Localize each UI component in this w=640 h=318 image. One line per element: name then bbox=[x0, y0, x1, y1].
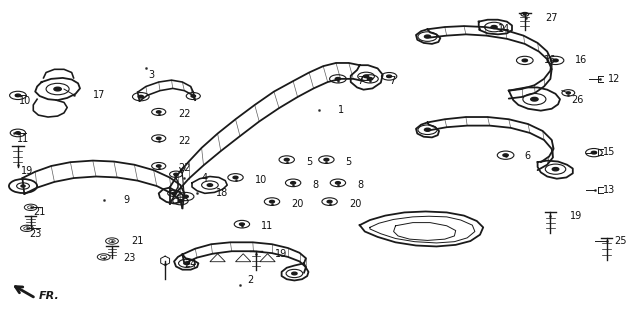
Circle shape bbox=[327, 200, 332, 203]
Circle shape bbox=[172, 192, 176, 194]
Circle shape bbox=[522, 59, 527, 62]
Text: 20: 20 bbox=[291, 198, 303, 209]
Text: 21: 21 bbox=[33, 207, 45, 218]
Circle shape bbox=[284, 158, 289, 161]
Circle shape bbox=[292, 272, 297, 275]
Circle shape bbox=[138, 95, 143, 98]
Circle shape bbox=[387, 75, 392, 78]
Circle shape bbox=[233, 176, 238, 179]
Circle shape bbox=[424, 35, 431, 38]
Circle shape bbox=[178, 200, 183, 202]
Text: 21: 21 bbox=[131, 236, 143, 246]
Circle shape bbox=[591, 151, 596, 154]
Text: 8: 8 bbox=[357, 180, 364, 190]
Text: 4: 4 bbox=[202, 173, 208, 183]
Text: 8: 8 bbox=[312, 180, 319, 190]
Circle shape bbox=[239, 223, 244, 225]
Circle shape bbox=[424, 128, 431, 131]
Text: 22: 22 bbox=[178, 109, 191, 119]
Text: 9: 9 bbox=[124, 195, 130, 205]
Circle shape bbox=[524, 14, 526, 15]
Text: 10: 10 bbox=[255, 175, 267, 185]
Text: 10: 10 bbox=[19, 96, 31, 106]
Text: 19: 19 bbox=[570, 211, 582, 221]
Text: 20: 20 bbox=[349, 198, 361, 209]
Text: 23: 23 bbox=[29, 229, 42, 239]
Circle shape bbox=[503, 154, 508, 156]
Circle shape bbox=[156, 165, 161, 167]
Text: 5: 5 bbox=[306, 157, 312, 167]
Circle shape bbox=[207, 184, 212, 186]
Circle shape bbox=[174, 173, 178, 175]
Text: 22: 22 bbox=[178, 163, 191, 173]
Text: 22: 22 bbox=[178, 135, 191, 146]
Circle shape bbox=[191, 95, 196, 97]
Circle shape bbox=[553, 59, 558, 62]
Text: 27: 27 bbox=[545, 13, 558, 24]
Text: 19: 19 bbox=[20, 166, 33, 176]
Circle shape bbox=[15, 94, 20, 97]
Circle shape bbox=[324, 158, 329, 161]
Circle shape bbox=[364, 75, 369, 78]
Text: 23: 23 bbox=[123, 252, 135, 263]
Circle shape bbox=[335, 78, 340, 80]
Circle shape bbox=[566, 92, 570, 94]
Text: 14: 14 bbox=[498, 24, 510, 34]
Text: 6: 6 bbox=[525, 151, 531, 161]
Text: 25: 25 bbox=[614, 236, 627, 246]
Text: 26: 26 bbox=[571, 95, 583, 106]
Text: 7: 7 bbox=[357, 76, 364, 86]
Circle shape bbox=[269, 200, 275, 203]
Circle shape bbox=[491, 25, 497, 29]
Circle shape bbox=[15, 132, 20, 134]
Text: 5: 5 bbox=[346, 157, 352, 167]
Text: 16: 16 bbox=[575, 55, 587, 66]
Circle shape bbox=[291, 182, 296, 184]
Text: 3: 3 bbox=[148, 70, 155, 80]
Circle shape bbox=[156, 137, 161, 140]
Circle shape bbox=[54, 87, 61, 91]
Text: 7: 7 bbox=[389, 76, 396, 86]
Text: 17: 17 bbox=[93, 90, 105, 100]
Text: 1: 1 bbox=[338, 105, 344, 115]
Text: 2: 2 bbox=[248, 275, 254, 285]
Text: FR.: FR. bbox=[38, 291, 59, 301]
Circle shape bbox=[367, 78, 372, 80]
Text: 15: 15 bbox=[603, 147, 615, 157]
Circle shape bbox=[552, 168, 559, 171]
Text: 13: 13 bbox=[603, 185, 615, 195]
Circle shape bbox=[183, 195, 188, 198]
Text: 16: 16 bbox=[544, 55, 556, 66]
Text: 18: 18 bbox=[216, 188, 228, 198]
Text: 11: 11 bbox=[261, 221, 273, 231]
Text: 12: 12 bbox=[608, 74, 620, 84]
Text: 11: 11 bbox=[17, 134, 29, 144]
Circle shape bbox=[21, 185, 25, 187]
Text: 24: 24 bbox=[184, 259, 196, 269]
Circle shape bbox=[335, 182, 340, 184]
Circle shape bbox=[531, 97, 538, 101]
Circle shape bbox=[156, 111, 161, 113]
Text: 19: 19 bbox=[275, 249, 287, 259]
Circle shape bbox=[184, 262, 189, 265]
